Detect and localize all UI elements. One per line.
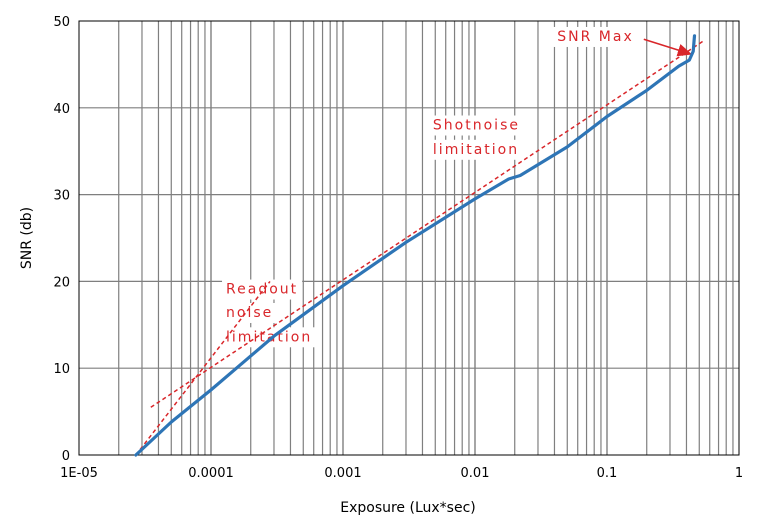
x-tick-label: 0.01 bbox=[461, 466, 490, 481]
reference-line bbox=[135, 280, 271, 456]
reference-line bbox=[150, 39, 706, 408]
y-tick-label: 20 bbox=[53, 275, 70, 290]
y-tick-label: 10 bbox=[53, 362, 70, 377]
series bbox=[134, 34, 697, 457]
y-tick-label: 50 bbox=[53, 15, 70, 30]
x-axis-label: Exposure (Lux*sec) bbox=[340, 500, 476, 516]
annotation-background bbox=[222, 302, 278, 323]
annotation-background bbox=[428, 115, 524, 136]
x-tick-label: 0.0001 bbox=[188, 466, 234, 481]
snr-curve bbox=[134, 34, 697, 457]
reference-lines bbox=[135, 38, 706, 456]
annotation-text: Shotnoise bbox=[433, 118, 520, 134]
y-axis-label: SNR (db) bbox=[19, 207, 35, 269]
annotations: SNR Max Shotnoise limitation Readout noise li… bbox=[222, 26, 638, 348]
annotation-background bbox=[222, 279, 303, 300]
annotation-text: SNR Max bbox=[557, 29, 633, 45]
annotation-background bbox=[222, 327, 317, 348]
x-tick-label: 0.001 bbox=[324, 466, 361, 481]
annotation-background bbox=[553, 26, 638, 47]
y-tick-label: 40 bbox=[53, 102, 70, 117]
annotation-text: noise bbox=[226, 305, 273, 321]
annotation-text: limitation bbox=[226, 329, 312, 345]
plot-frame bbox=[78, 20, 740, 456]
y-tick-label: 30 bbox=[53, 189, 70, 204]
grid bbox=[79, 21, 739, 455]
annotation-text: Readout bbox=[226, 282, 298, 298]
y-tick-label: 0 bbox=[62, 449, 70, 464]
annotation-background bbox=[428, 139, 524, 160]
x-tick-label: 0.1 bbox=[597, 466, 618, 481]
x-tick-label: 1E-05 bbox=[60, 466, 98, 481]
snr-max-arrow bbox=[643, 38, 693, 57]
annotation-text: limitation bbox=[433, 142, 519, 158]
x-tick-label: 1 bbox=[735, 466, 743, 481]
